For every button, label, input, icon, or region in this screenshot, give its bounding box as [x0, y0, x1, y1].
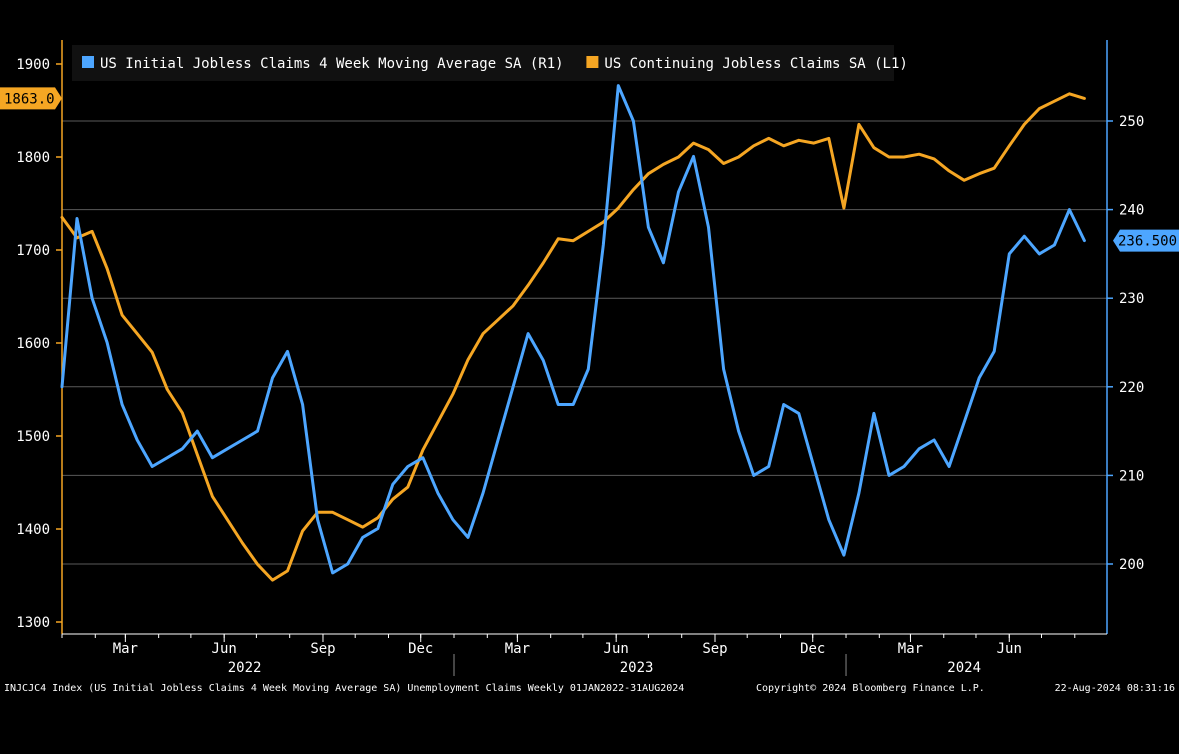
initial-last-value: 236.500 [1118, 234, 1177, 250]
right-tick-label: 210 [1119, 468, 1144, 484]
x-month-label: Dec [800, 641, 825, 657]
x-year-label: 2023 [620, 660, 654, 676]
x-month-label: Jun [604, 641, 629, 657]
last-value-badges: 1863.0 236.500 [0, 87, 1179, 252]
left-tick-label: 1400 [16, 522, 50, 538]
x-year-label: 2024 [947, 660, 981, 676]
legend-swatch [82, 56, 94, 68]
left-tick-label: 1300 [16, 615, 50, 631]
initial-last-value-badge [1113, 229, 1179, 252]
continuing-claims-line [60, 92, 1086, 582]
x-month-label: Jun [212, 641, 237, 657]
series-lines [60, 84, 1086, 582]
right-tick-label: 250 [1119, 114, 1144, 130]
legend: US Initial Jobless Claims 4 Week Moving … [72, 45, 908, 81]
legend-swatch [586, 56, 599, 68]
x-month-label: Mar [898, 641, 923, 657]
footer-timestamp: 22-Aug-2024 08:31:16 [1054, 683, 1175, 694]
legend-label: US Continuing Jobless Claims SA (L1) [604, 56, 907, 72]
initial-claims-line [60, 84, 1086, 575]
chart: 1300 1400 1500 1600 1700 1800 1900 200 210 220 230… [0, 40, 1179, 676]
legend-box [72, 45, 894, 81]
x-month-label: Sep [310, 641, 335, 657]
footer-source: INJCJC4 Index (US Initial Jobless Claims… [4, 683, 685, 694]
axes: 1300 1400 1500 1600 1700 1800 1900 200 210 220 230… [16, 40, 1144, 676]
left-tick-label: 1800 [16, 150, 50, 166]
left-tick-label: 1500 [16, 429, 50, 445]
x-month-label: Mar [505, 641, 530, 657]
gridlines [62, 120, 1107, 565]
continuing-last-value-badge [0, 87, 62, 110]
x-month-label: Sep [702, 641, 727, 657]
legend-label: US Initial Jobless Claims 4 Week Moving … [100, 56, 564, 72]
x-year-label: 2022 [228, 660, 262, 676]
right-tick-label: 220 [1119, 380, 1144, 396]
left-tick-label: 1600 [16, 336, 50, 352]
right-tick-label: 240 [1119, 203, 1144, 219]
footer-copyright: Copyright© 2024 Bloomberg Finance L.P. [756, 683, 985, 694]
left-tick-label: 1900 [16, 57, 50, 73]
x-month-label: Mar [113, 641, 138, 657]
x-month-label: Dec [408, 641, 433, 657]
x-month-label: Jun [997, 641, 1022, 657]
right-tick-label: 200 [1119, 557, 1144, 573]
right-tick-label: 230 [1119, 291, 1144, 307]
left-tick-label: 1700 [16, 243, 50, 259]
continuing-last-value: 1863.0 [4, 91, 55, 107]
